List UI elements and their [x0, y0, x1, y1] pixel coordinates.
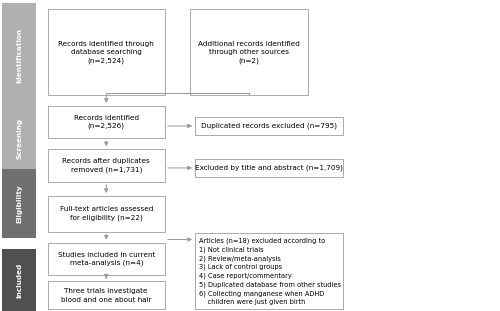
Text: Records identified through
database searching
(n=2,524): Records identified through database sear… [58, 41, 154, 63]
Text: Identification: Identification [16, 29, 22, 83]
Text: Additional records identified
through other sources
(n=2): Additional records identified through ot… [198, 41, 300, 63]
FancyBboxPatch shape [48, 9, 165, 95]
FancyBboxPatch shape [48, 196, 165, 232]
Bar [2, 107, 36, 169]
Bar [2, 169, 36, 238]
FancyBboxPatch shape [48, 281, 165, 309]
FancyBboxPatch shape [195, 117, 342, 135]
FancyBboxPatch shape [195, 233, 342, 309]
Text: Three trials investigate
blood and one about hair: Three trials investigate blood and one a… [61, 288, 152, 303]
Bar [2, 249, 36, 311]
FancyBboxPatch shape [190, 9, 308, 95]
FancyBboxPatch shape [48, 106, 165, 138]
Text: Records after duplicates
removed (n=1,731): Records after duplicates removed (n=1,73… [62, 158, 150, 173]
FancyBboxPatch shape [48, 243, 165, 275]
Text: Eligibility: Eligibility [16, 184, 22, 223]
Text: Articles (n=18) excluded according to
1) Not clinical trials
2) Review/meta-anal: Articles (n=18) excluded according to 1)… [199, 238, 341, 305]
FancyBboxPatch shape [195, 159, 342, 177]
Text: Included: Included [16, 262, 22, 298]
Text: Studies included in current
meta-analysis (n=4): Studies included in current meta-analysi… [58, 252, 155, 266]
Bar [2, 3, 36, 109]
Text: Duplicated records excluded (n=795): Duplicated records excluded (n=795) [201, 123, 337, 129]
FancyBboxPatch shape [48, 149, 165, 182]
Text: Records identified
(n=2,526): Records identified (n=2,526) [74, 115, 139, 129]
Text: Screening: Screening [16, 118, 22, 159]
Text: Excluded by title and abstract (n=1,709): Excluded by title and abstract (n=1,709) [195, 165, 342, 171]
Text: Full-text articles assessed
for eligibility (n=22): Full-text articles assessed for eligibil… [60, 207, 153, 221]
